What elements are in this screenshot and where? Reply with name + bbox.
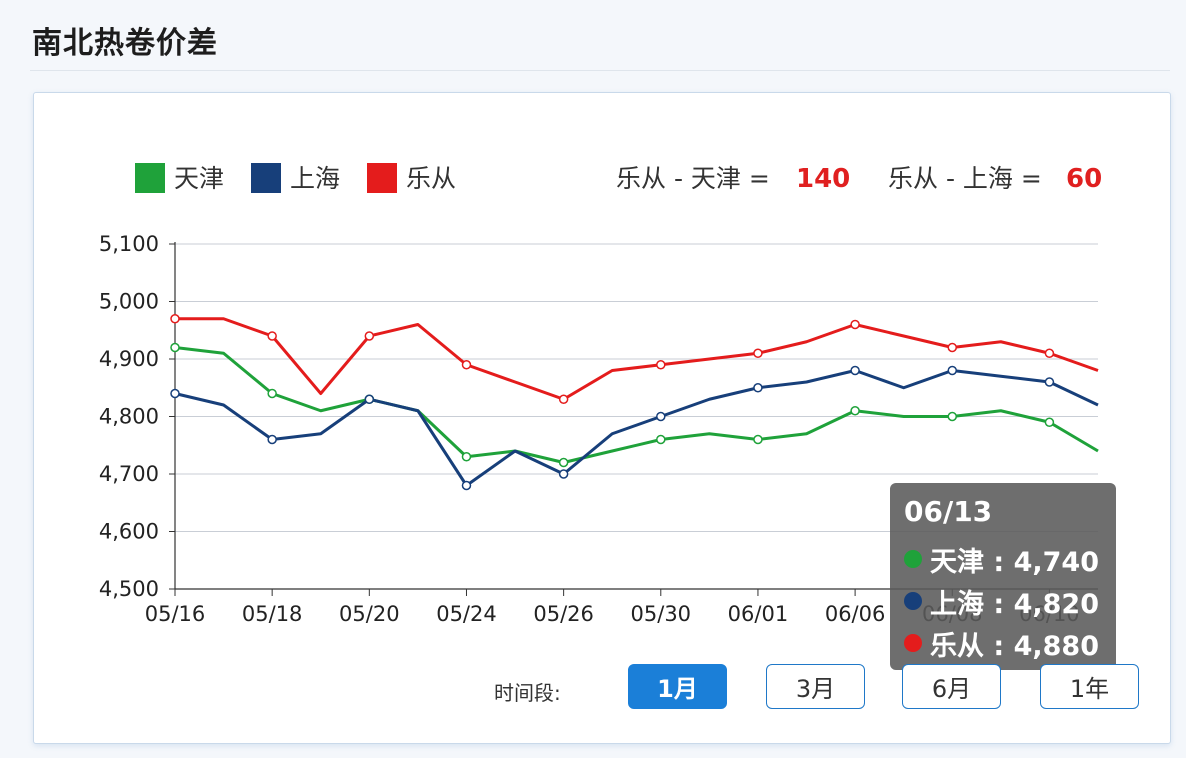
data-point-0-8 [558,457,569,468]
data-point-2-16 [947,342,958,353]
diff-label-0: 乐从 - 天津 = [616,164,770,193]
tooltip-date: 06/13 [904,495,993,528]
data-point-2-10 [656,360,666,370]
data-point-0-2 [267,388,277,399]
data-point-0-6 [461,452,472,462]
period-label: 时间段: [494,681,561,705]
hover-tooltip: 06/13 天津 : 4,740 上海 : 4,820 乐从 : 4,880 [890,483,1116,670]
legend-swatch-0 [135,163,165,193]
legend-label-1: 上海 [290,164,340,193]
data-point-1-18 [1044,377,1055,387]
legend-swatch-1 [251,163,281,193]
x-tick-label-3: 05/24 [436,602,497,626]
y-tick-label-0: 5,100 [99,232,159,256]
tooltip-dot-lecong [904,634,922,652]
tooltip-value-tianjin: 天津 : 4,740 [930,546,1100,578]
series-lines [174,317,1099,487]
tooltip-dot-tianjin [904,550,922,568]
x-tick-label-1: 05/18 [242,602,303,626]
x-tick-label-0: 05/16 [145,602,206,626]
chart-card: 天津 上海 乐从 乐从 - 天津 = 140 乐从 - 上海 = 60 5,100 5,00… [33,92,1171,744]
period-1m-button[interactable]: 1月 [628,664,727,709]
data-point-2-12 [753,348,763,358]
diff-value-0: 140 [796,164,850,194]
period-1y-button[interactable]: 1年 [1040,664,1139,709]
data-point-1-10 [656,411,666,422]
data-point-0-12 [753,434,763,445]
grid [175,243,1098,532]
data-point-2-0 [170,314,180,324]
tooltip-dot-shanghai [904,592,922,610]
data-point-1-14 [850,365,860,376]
x-tick-label-4: 05/26 [533,602,594,626]
data-point-1-0 [170,388,180,399]
legend-swatch-2 [367,163,397,193]
y-tick-label-1: 5,000 [99,290,159,314]
y-tick-label-2: 4,900 [99,347,159,371]
legend: 天津 上海 乐从 [135,163,456,193]
x-tick-label-2: 05/20 [339,602,400,626]
series-line-2 [175,317,1099,401]
data-point-2-4 [364,331,375,341]
tooltip-row-shanghai: 上海 : 4,820 [904,580,1102,622]
tooltip-row-tianjin: 天津 : 4,740 [904,538,1102,580]
diff-value-1: 60 [1066,164,1102,194]
data-point-2-2 [267,331,277,341]
series-line-1 [174,369,1099,487]
legend-label-2: 乐从 [406,164,456,193]
data-point-2-18 [1044,348,1055,358]
tooltip-value-lecong: 乐从 : 4,880 [930,630,1100,662]
period-6m-button[interactable]: 6月 [902,664,1001,709]
y-tick-label-6: 4,500 [99,577,159,601]
data-point-1-4 [364,394,375,404]
y-tick-label-4: 4,700 [99,462,159,486]
series-points [170,314,1055,491]
data-point-1-12 [753,383,763,393]
data-point-2-8 [558,394,569,404]
diff-label-1: 乐从 - 上海 = [888,164,1042,193]
tooltip-row-lecong: 乐从 : 4,880 [904,622,1102,664]
data-point-1-16 [947,365,958,376]
data-point-2-14 [850,319,860,330]
data-point-0-10 [656,434,666,445]
x-tick-label-7: 06/06 [825,602,886,626]
data-point-0-14 [850,406,860,416]
data-point-1-2 [267,434,277,445]
legend-label-0: 天津 [174,164,224,193]
data-point-0-16 [947,411,958,422]
period-3m-button[interactable]: 3月 [766,664,865,709]
price-diff-summary: 乐从 - 天津 = 140 乐从 - 上海 = 60 [616,164,1102,194]
page-title: 南北热卷价差 [32,26,218,61]
tooltip-value-shanghai: 上海 : 4,820 [930,588,1100,620]
data-point-0-0 [170,342,180,353]
data-point-1-6 [461,480,472,491]
x-tick-label-6: 06/01 [728,602,789,626]
data-point-1-8 [558,469,569,479]
title-divider [30,70,1170,71]
y-tick-label-5: 4,600 [99,520,159,544]
data-point-0-18 [1044,417,1055,427]
series-line-0 [174,346,1099,464]
data-point-2-6 [461,360,472,370]
y-tick-label-3: 4,800 [99,405,159,429]
x-tick-label-5: 05/30 [631,602,692,626]
